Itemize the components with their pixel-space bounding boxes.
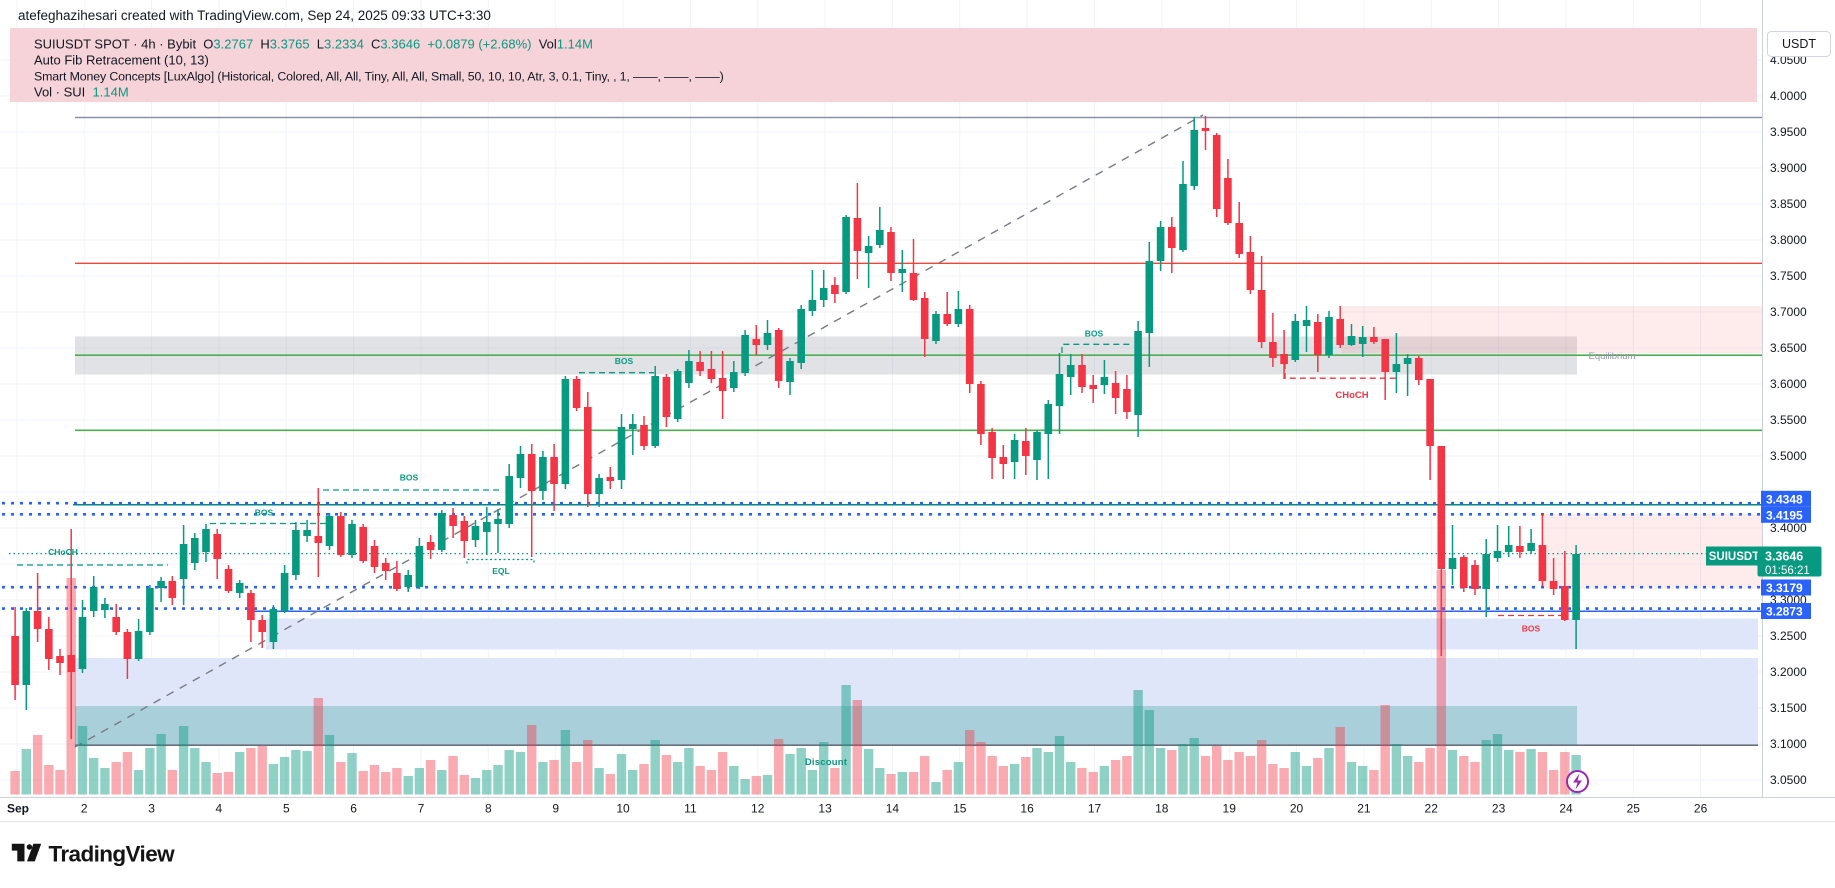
svg-text:01:56:21: 01:56:21	[1765, 565, 1810, 577]
svg-text:12: 12	[751, 802, 765, 816]
svg-text:BOS: BOS	[400, 473, 419, 483]
svg-text:7: 7	[418, 802, 425, 816]
svg-text:Auto Fib Retracement (10, 13): Auto Fib Retracement (10, 13)	[34, 53, 209, 68]
svg-text:23: 23	[1492, 802, 1506, 816]
svg-text:21: 21	[1357, 802, 1371, 816]
svg-text:Vol · SUI 1.14M: Vol · SUI 1.14M	[34, 85, 129, 100]
svg-text:3.2873: 3.2873	[1766, 605, 1803, 619]
svg-text:18: 18	[1155, 802, 1169, 816]
svg-text:11: 11	[684, 802, 697, 816]
svg-text:16: 16	[1020, 802, 1034, 816]
svg-text:3.6000: 3.6000	[1770, 377, 1807, 391]
svg-text:3.7000: 3.7000	[1770, 305, 1807, 319]
svg-text:13: 13	[818, 802, 832, 816]
svg-text:Sep: Sep	[7, 802, 29, 816]
svg-text:3.3646: 3.3646	[1765, 550, 1803, 564]
svg-text:3: 3	[148, 802, 155, 816]
svg-text:atefeghazihesari created with: atefeghazihesari created with TradingVie…	[18, 8, 491, 23]
svg-text:Smart Money Concepts [LuxAlgo]: Smart Money Concepts [LuxAlgo] (Historic…	[34, 70, 724, 84]
svg-text:3.4000: 3.4000	[1770, 521, 1807, 535]
svg-text:Discount: Discount	[805, 757, 848, 768]
svg-text:14: 14	[886, 802, 900, 816]
svg-text:24: 24	[1559, 802, 1573, 816]
svg-text:2: 2	[81, 802, 88, 816]
svg-text:3.3179: 3.3179	[1766, 581, 1803, 595]
svg-text:3.5000: 3.5000	[1770, 449, 1807, 463]
svg-text:3.2000: 3.2000	[1770, 665, 1807, 679]
svg-text:3.0500: 3.0500	[1770, 773, 1807, 787]
svg-text:TradingView: TradingView	[49, 842, 176, 867]
svg-text:BOS: BOS	[1085, 329, 1104, 339]
svg-text:3.4195: 3.4195	[1766, 508, 1803, 522]
svg-text:9: 9	[552, 802, 559, 816]
svg-text:3.1500: 3.1500	[1770, 701, 1807, 715]
svg-text:26: 26	[1694, 802, 1708, 816]
svg-text:3.8500: 3.8500	[1770, 197, 1807, 211]
svg-text:17: 17	[1088, 802, 1102, 816]
svg-text:6: 6	[350, 802, 357, 816]
svg-text:EQL: EQL	[492, 566, 509, 576]
svg-text:3.6500: 3.6500	[1770, 341, 1807, 355]
svg-text:SUIUSDT: SUIUSDT	[1709, 551, 1759, 563]
svg-text:BOS: BOS	[255, 508, 274, 518]
svg-text:3.4348: 3.4348	[1766, 492, 1803, 506]
svg-text:USDT: USDT	[1782, 37, 1816, 51]
svg-text:CHoCH: CHoCH	[1335, 390, 1368, 401]
svg-text:4.0000: 4.0000	[1770, 89, 1807, 103]
svg-text:CHoCH: CHoCH	[48, 547, 78, 557]
svg-text:15: 15	[953, 802, 967, 816]
svg-text:3.7500: 3.7500	[1770, 269, 1807, 283]
svg-text:BOS: BOS	[615, 356, 634, 366]
svg-text:SUIUSDT SPOT · 4h · Bybit O3.: SUIUSDT SPOT · 4h · Bybit O3.2767 H3.376…	[34, 37, 593, 52]
svg-text:4: 4	[216, 802, 223, 816]
svg-text:22: 22	[1425, 802, 1439, 816]
svg-text:19: 19	[1223, 802, 1237, 816]
svg-text:20: 20	[1290, 802, 1304, 816]
svg-text:3.9500: 3.9500	[1770, 125, 1807, 139]
svg-text:BOS: BOS	[1522, 624, 1541, 634]
svg-text:3.9000: 3.9000	[1770, 161, 1807, 175]
svg-text:3.1000: 3.1000	[1770, 737, 1807, 751]
svg-text:8: 8	[485, 802, 492, 816]
svg-text:3.5500: 3.5500	[1770, 413, 1807, 427]
svg-text:10: 10	[616, 802, 630, 816]
svg-text:3.2500: 3.2500	[1770, 629, 1807, 643]
svg-text:5: 5	[283, 802, 290, 816]
svg-text:Equilibrium: Equilibrium	[1589, 351, 1636, 362]
svg-text:3.8000: 3.8000	[1770, 233, 1807, 247]
svg-text:25: 25	[1627, 802, 1641, 816]
